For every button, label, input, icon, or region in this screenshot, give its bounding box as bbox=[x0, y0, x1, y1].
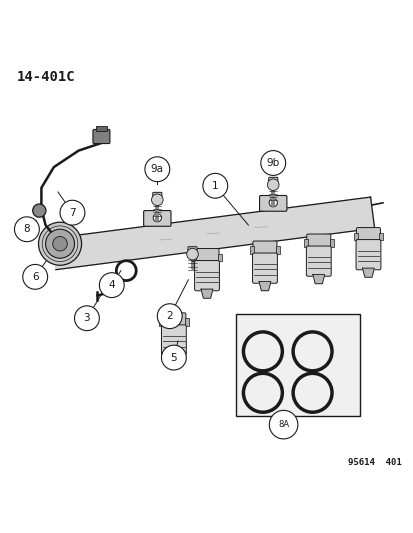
Circle shape bbox=[45, 229, 74, 258]
Text: 6: 6 bbox=[32, 272, 38, 282]
FancyBboxPatch shape bbox=[355, 239, 380, 270]
Bar bbox=[378, 233, 382, 240]
Bar bbox=[35, 206, 43, 214]
Circle shape bbox=[157, 304, 182, 329]
Bar bbox=[159, 318, 163, 326]
FancyBboxPatch shape bbox=[194, 261, 219, 291]
Text: 8A: 8A bbox=[278, 420, 288, 429]
FancyBboxPatch shape bbox=[268, 177, 277, 184]
Bar bbox=[249, 246, 254, 254]
Bar bbox=[303, 239, 307, 247]
Circle shape bbox=[260, 151, 285, 175]
Circle shape bbox=[60, 200, 85, 225]
Bar bbox=[235, 314, 359, 416]
Text: 1: 1 bbox=[211, 181, 218, 191]
Circle shape bbox=[153, 214, 161, 222]
Bar bbox=[275, 246, 279, 254]
Polygon shape bbox=[312, 274, 324, 284]
FancyBboxPatch shape bbox=[161, 325, 186, 355]
Text: 3: 3 bbox=[83, 313, 90, 323]
FancyBboxPatch shape bbox=[152, 192, 161, 199]
Polygon shape bbox=[52, 197, 374, 270]
FancyBboxPatch shape bbox=[93, 130, 109, 143]
Bar bbox=[353, 233, 357, 240]
FancyBboxPatch shape bbox=[161, 313, 185, 328]
Circle shape bbox=[202, 173, 227, 198]
FancyBboxPatch shape bbox=[195, 248, 218, 263]
Bar bbox=[217, 254, 221, 261]
Polygon shape bbox=[362, 268, 373, 277]
Circle shape bbox=[53, 237, 67, 251]
Circle shape bbox=[268, 199, 277, 207]
FancyBboxPatch shape bbox=[259, 196, 286, 211]
Circle shape bbox=[99, 273, 124, 297]
Bar bbox=[192, 254, 196, 261]
FancyBboxPatch shape bbox=[252, 241, 276, 256]
Text: 7: 7 bbox=[69, 208, 76, 217]
Circle shape bbox=[23, 264, 47, 289]
Circle shape bbox=[161, 345, 186, 370]
Text: 5: 5 bbox=[170, 353, 177, 362]
FancyBboxPatch shape bbox=[306, 246, 330, 276]
Bar bbox=[96, 126, 106, 131]
Circle shape bbox=[14, 217, 39, 241]
Circle shape bbox=[151, 194, 163, 206]
Circle shape bbox=[33, 204, 46, 217]
FancyBboxPatch shape bbox=[252, 253, 277, 283]
Circle shape bbox=[38, 222, 81, 265]
Text: 9b: 9b bbox=[266, 158, 279, 168]
Text: 8: 8 bbox=[24, 224, 30, 234]
Text: 14-401C: 14-401C bbox=[17, 70, 75, 84]
Circle shape bbox=[145, 157, 169, 182]
Text: 9a: 9a bbox=[150, 164, 164, 174]
Bar bbox=[329, 239, 333, 247]
Polygon shape bbox=[259, 281, 270, 290]
FancyBboxPatch shape bbox=[143, 211, 171, 227]
Polygon shape bbox=[201, 289, 212, 298]
FancyBboxPatch shape bbox=[188, 247, 197, 253]
Text: 2: 2 bbox=[166, 311, 173, 321]
FancyBboxPatch shape bbox=[356, 228, 380, 243]
Polygon shape bbox=[168, 353, 179, 362]
Text: 4: 4 bbox=[108, 280, 115, 290]
Text: 95614  401: 95614 401 bbox=[347, 458, 401, 467]
Circle shape bbox=[268, 410, 297, 439]
FancyBboxPatch shape bbox=[306, 234, 330, 249]
Circle shape bbox=[267, 179, 278, 190]
Circle shape bbox=[74, 306, 99, 330]
Bar bbox=[184, 318, 188, 326]
Circle shape bbox=[186, 248, 198, 260]
